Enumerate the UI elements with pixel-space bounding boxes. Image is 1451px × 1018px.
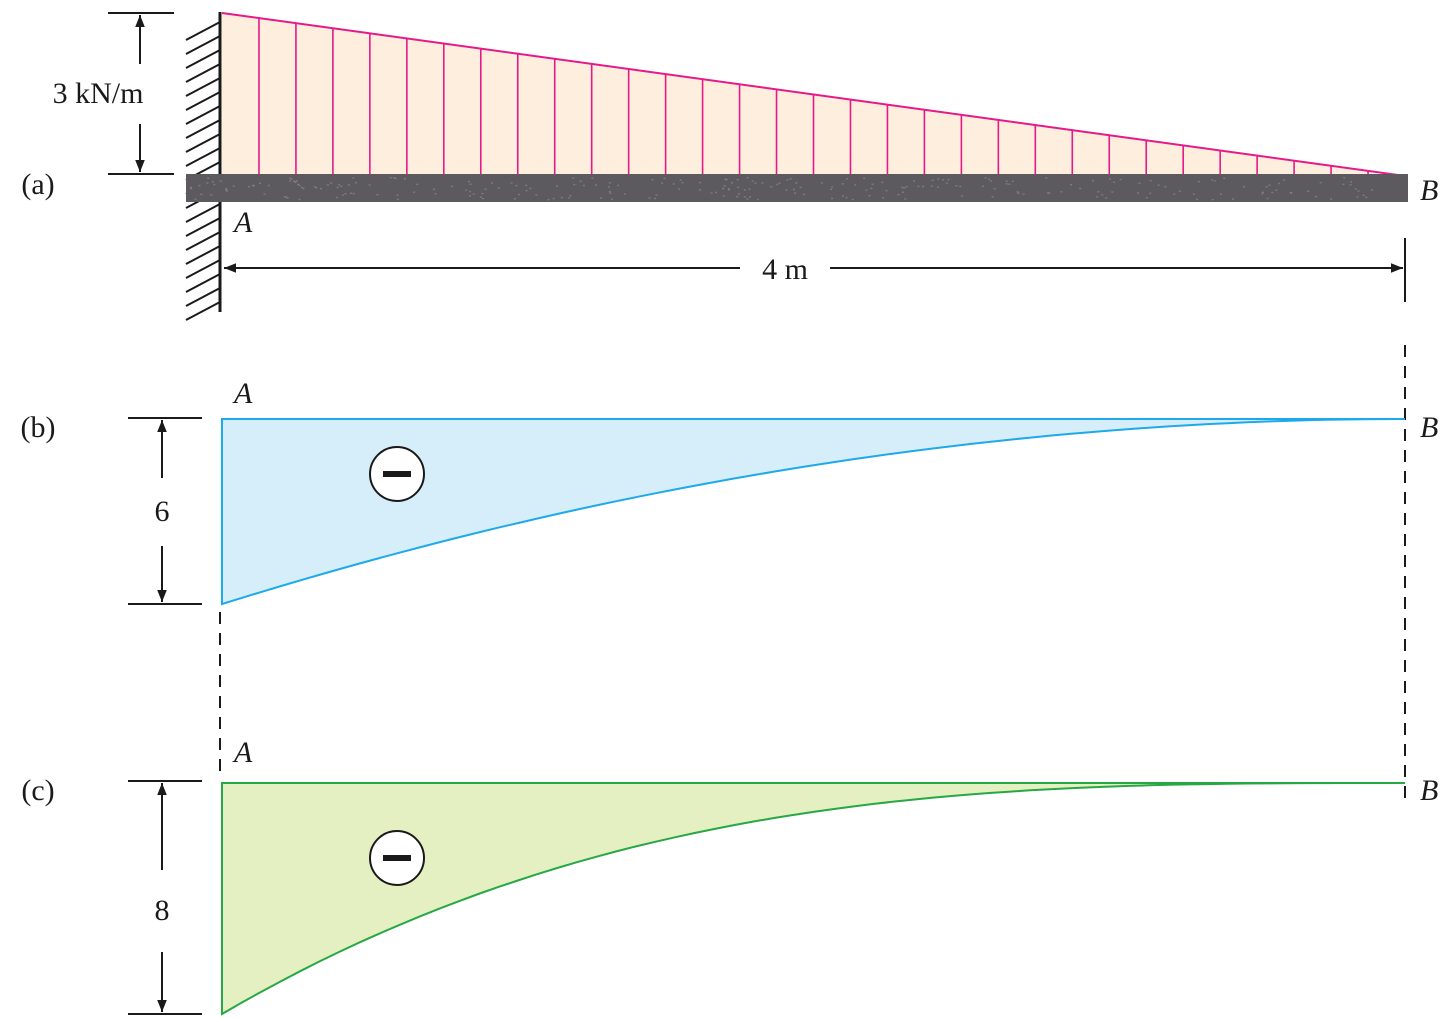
panel-b-label: (b) <box>21 411 56 444</box>
panel-c-point-a-label: A <box>232 736 253 769</box>
hatch-line <box>185 203 221 223</box>
panel-b-magnitude-dimension: 6 <box>128 417 202 605</box>
hatch-line <box>185 63 221 83</box>
panel-a: 3 kN/m (a) A B 4 m <box>21 12 1438 321</box>
minus-circle-icon <box>369 830 425 886</box>
hatch-line <box>185 231 221 251</box>
hatch-line <box>185 147 221 167</box>
hatch-line <box>185 105 221 125</box>
minus-circle-icon <box>369 446 425 502</box>
projection-lines <box>219 345 1406 800</box>
panel-c: 8 (c) A B <box>21 736 1438 1016</box>
hatch-line <box>185 287 221 307</box>
hatch-line <box>185 217 221 237</box>
panel-c-label: (c) <box>21 774 54 807</box>
panel-c-magnitude-label: 8 <box>155 894 170 927</box>
moment-diagram-area <box>221 782 1405 1016</box>
panel-b-point-a-label: A <box>232 377 253 410</box>
span-label: 4 m <box>762 253 808 286</box>
hatch-line <box>185 301 221 321</box>
panel-a-label: (a) <box>21 168 54 201</box>
hatch-line <box>185 49 221 69</box>
shear-diagram-area <box>221 418 1406 606</box>
fixed-support-hatch <box>185 12 222 321</box>
panel-b: 6 (b) A B <box>21 377 1438 606</box>
load-intensity-dimension: 3 kN/m <box>53 12 174 175</box>
panel-b-magnitude-label: 6 <box>155 495 170 528</box>
hatch-line <box>185 91 221 111</box>
panel-c-magnitude-dimension: 8 <box>128 780 202 1015</box>
load-intensity-lines <box>258 18 1369 176</box>
load-intensity-label: 3 kN/m <box>53 77 144 110</box>
hatch-line <box>185 35 221 55</box>
hatch-line <box>185 21 221 41</box>
point-b-label: B <box>1420 174 1438 207</box>
hatch-line <box>185 77 221 97</box>
wall-hatch-lines <box>185 21 221 321</box>
hatch-line <box>185 119 221 139</box>
point-a-label: A <box>232 206 253 239</box>
hatch-line <box>185 133 221 153</box>
hatch-line <box>185 259 221 279</box>
hatch-line <box>185 273 221 293</box>
load-top-edge <box>221 12 1406 177</box>
hatch-line <box>185 245 221 265</box>
panel-b-point-b-label: B <box>1420 411 1438 444</box>
span-dimension: 4 m <box>224 238 1406 302</box>
beam-texture <box>190 177 1373 201</box>
beam <box>186 174 1408 202</box>
panel-c-point-b-label: B <box>1420 774 1438 807</box>
